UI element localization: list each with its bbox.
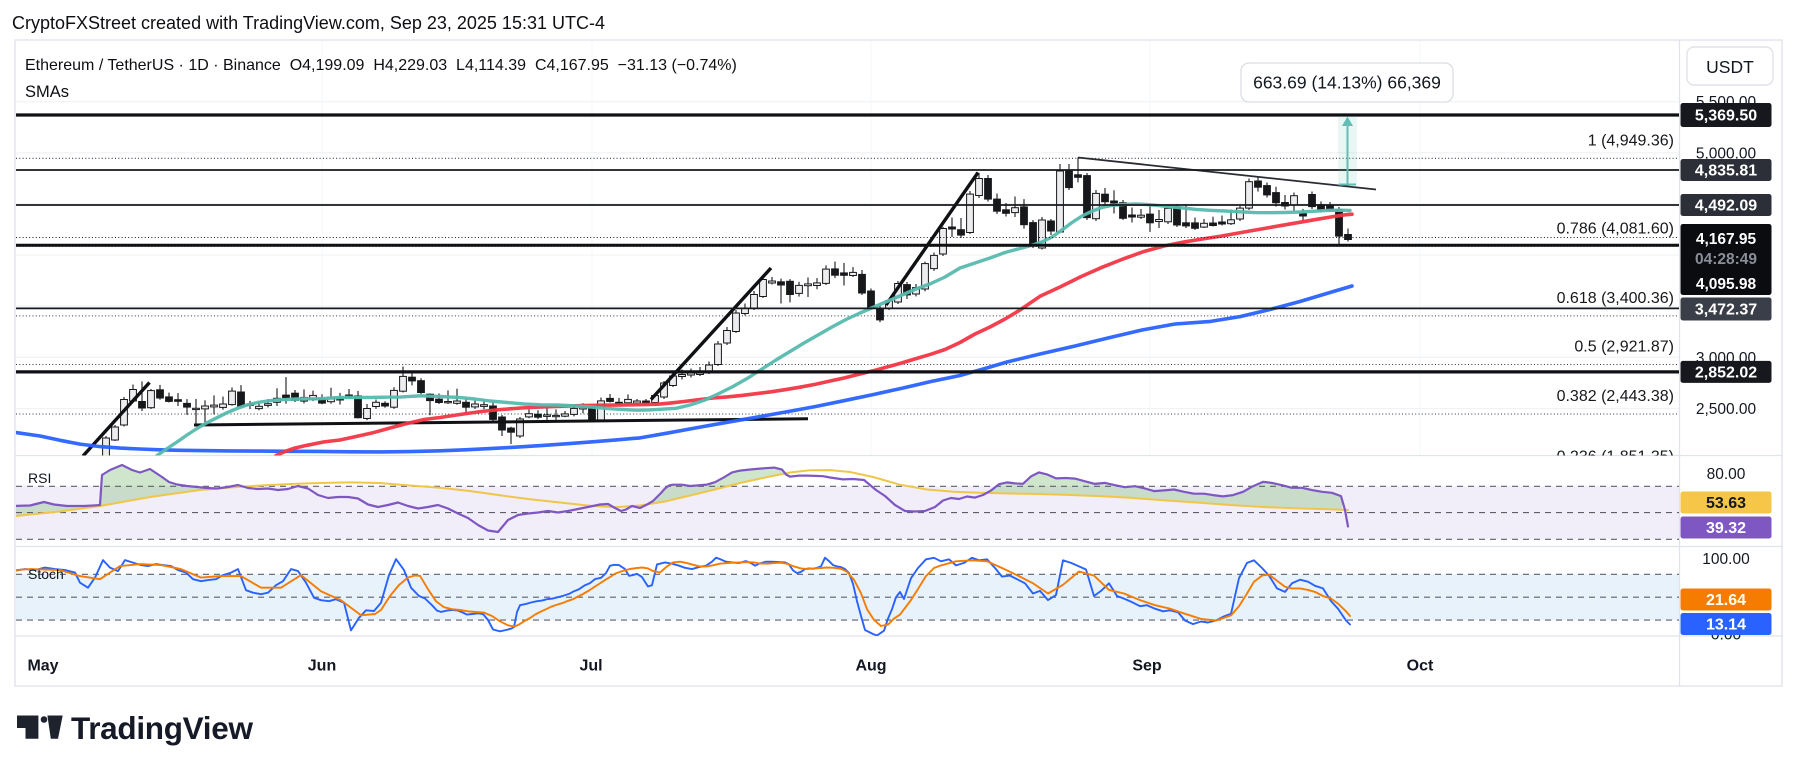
svg-text:1 (4,949.36): 1 (4,949.36) xyxy=(1588,132,1674,149)
svg-text:SMAs: SMAs xyxy=(25,83,69,101)
svg-text:80.00: 80.00 xyxy=(1707,466,1746,483)
svg-text:Jul: Jul xyxy=(579,658,602,675)
svg-text:100.00: 100.00 xyxy=(1702,551,1750,568)
svg-text:0.236 (1,851.35): 0.236 (1,851.35) xyxy=(1557,448,1674,465)
svg-text:2,852.02: 2,852.02 xyxy=(1695,364,1757,381)
svg-text:TradingView: TradingView xyxy=(71,710,253,746)
svg-text:0.382 (2,443.38): 0.382 (2,443.38) xyxy=(1557,388,1674,405)
svg-text:Sep: Sep xyxy=(1132,658,1162,675)
svg-text:53.63: 53.63 xyxy=(1706,495,1746,512)
svg-text:Oct: Oct xyxy=(1407,658,1434,675)
svg-text:3,472.37: 3,472.37 xyxy=(1695,302,1757,319)
svg-text:0.5 (2,921.87): 0.5 (2,921.87) xyxy=(1574,339,1674,356)
svg-text:5,369.50: 5,369.50 xyxy=(1695,108,1757,125)
svg-text:Aug: Aug xyxy=(855,658,886,675)
svg-text:0.618 (3,400.36): 0.618 (3,400.36) xyxy=(1557,290,1674,307)
svg-text:Jun: Jun xyxy=(308,658,336,675)
svg-text:04:28:49: 04:28:49 xyxy=(1695,251,1757,268)
svg-text:USDT: USDT xyxy=(1706,57,1754,77)
svg-text:39.32: 39.32 xyxy=(1706,520,1746,537)
svg-text:CryptoFXStreet created with Tr: CryptoFXStreet created with TradingView.… xyxy=(12,13,605,33)
svg-text:21.64: 21.64 xyxy=(1706,592,1746,609)
svg-text:4,095.98: 4,095.98 xyxy=(1696,276,1757,293)
svg-text:4,835.81: 4,835.81 xyxy=(1695,163,1757,180)
svg-text:5,000.00: 5,000.00 xyxy=(1696,145,1757,162)
svg-text:Ethereum / TetherUS · 1D · Bin: Ethereum / TetherUS · 1D · Binance O4,19… xyxy=(25,57,737,74)
svg-text:2,500.00: 2,500.00 xyxy=(1696,401,1757,418)
svg-text:RSI: RSI xyxy=(28,470,51,486)
svg-text:0.786 (4,081.60): 0.786 (4,081.60) xyxy=(1557,220,1674,237)
svg-text:May: May xyxy=(27,658,58,675)
svg-text:4,492.09: 4,492.09 xyxy=(1695,198,1757,215)
svg-text:Stoch: Stoch xyxy=(28,566,64,582)
svg-text:663.69 (14.13%) 66,369: 663.69 (14.13%) 66,369 xyxy=(1253,73,1441,93)
svg-text:4,167.95: 4,167.95 xyxy=(1696,231,1757,248)
svg-text:13.14: 13.14 xyxy=(1706,617,1746,634)
